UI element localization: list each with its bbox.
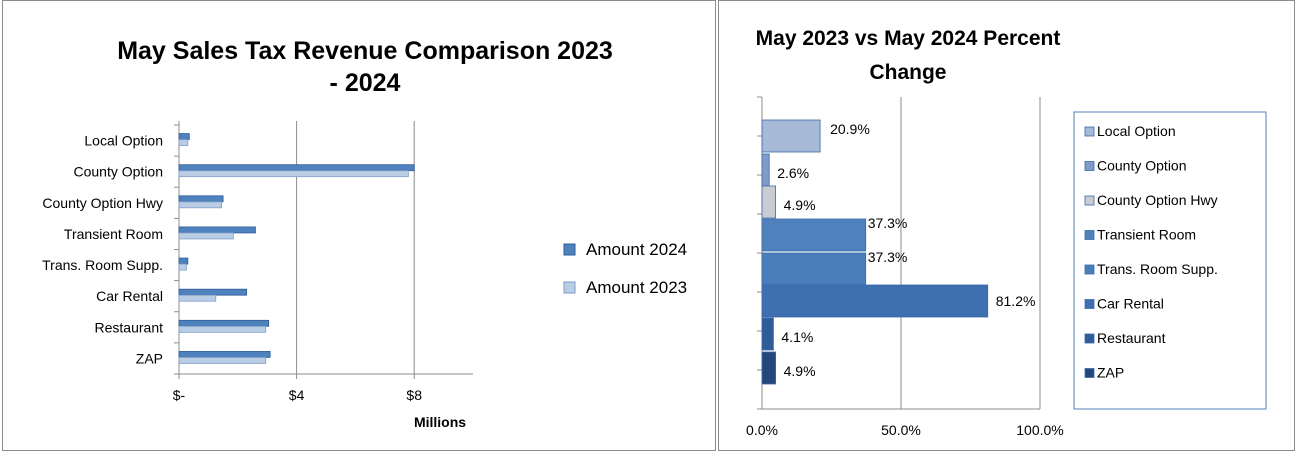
category-label: Local Option bbox=[84, 133, 163, 149]
bar-amount-2024 bbox=[178, 195, 224, 203]
legend-label: Trans. Room Supp. bbox=[1097, 261, 1218, 277]
category-label: Restaurant bbox=[95, 319, 164, 335]
category-label: Transient Room bbox=[64, 226, 163, 242]
legend-label: Local Option bbox=[1097, 123, 1176, 139]
legend-label: Car Rental bbox=[1097, 296, 1164, 312]
bar bbox=[761, 153, 770, 187]
revenue-comparison-chart-panel: May Sales Tax Revenue Comparison 2023 - … bbox=[2, 0, 716, 451]
data-label: 37.3% bbox=[868, 249, 908, 265]
bar bbox=[761, 218, 867, 252]
legend-label: ZAP bbox=[1097, 365, 1124, 381]
chart-title-line1: May Sales Tax Revenue Comparison 2023 bbox=[117, 37, 613, 65]
category-label: Car Rental bbox=[96, 288, 163, 304]
bar-amount-2023 bbox=[178, 357, 267, 364]
x-tick-label: $4 bbox=[289, 387, 305, 403]
bar-amount-2024 bbox=[178, 319, 270, 327]
legend-swatch bbox=[1084, 333, 1095, 344]
bar-amount-2023 bbox=[178, 170, 409, 178]
x-tick-label: 0.0% bbox=[746, 422, 778, 438]
legend-label: Transient Room bbox=[1097, 227, 1196, 243]
x-axis-title: Millions bbox=[414, 414, 466, 430]
bar-amount-2024 bbox=[178, 257, 189, 265]
revenue-comparison-chart: May Sales Tax Revenue Comparison 2023 - … bbox=[42, 37, 687, 430]
legend-swatch bbox=[1084, 368, 1095, 378]
category-label: County Option Hwy bbox=[42, 195, 163, 211]
bar-amount-2023 bbox=[178, 294, 217, 302]
legend-swatch bbox=[1084, 299, 1095, 309]
data-label: 4.1% bbox=[781, 329, 813, 345]
legend-swatch bbox=[563, 243, 576, 256]
bar bbox=[761, 119, 821, 153]
bar-amount-2023 bbox=[178, 139, 189, 146]
bar-amount-2023 bbox=[178, 263, 187, 271]
chart-title-line2: - 2024 bbox=[330, 69, 401, 97]
data-label: 81.2% bbox=[996, 293, 1036, 309]
data-label: 4.9% bbox=[784, 197, 816, 213]
data-label: 2.6% bbox=[777, 165, 809, 181]
legend-swatch bbox=[563, 281, 576, 294]
bar-amount-2024 bbox=[178, 164, 415, 172]
legend-swatch bbox=[1084, 264, 1095, 275]
bar-amount-2024 bbox=[178, 226, 256, 234]
bar bbox=[761, 284, 989, 318]
legend-box bbox=[1073, 111, 1267, 410]
chart-title-line2: Change bbox=[869, 61, 946, 84]
bar-amount-2023 bbox=[178, 325, 267, 333]
bar bbox=[761, 252, 867, 286]
legend-label: County Option bbox=[1097, 158, 1187, 174]
legend-swatch bbox=[1084, 126, 1095, 137]
bar-amount-2024 bbox=[178, 351, 271, 358]
bar-amount-2024 bbox=[178, 288, 248, 296]
percent-change-chart: May 2023 vs May 2024 Percent Change 20.9… bbox=[746, 27, 1267, 438]
legend-swatch bbox=[1084, 195, 1095, 206]
data-label: 4.9% bbox=[784, 363, 816, 379]
category-label: County Option bbox=[74, 164, 164, 180]
x-tick-label: 100.0% bbox=[1016, 422, 1063, 438]
legend: Local Option County Option County Option H… bbox=[1084, 123, 1218, 381]
data-label: 20.9% bbox=[830, 121, 870, 137]
category-label: ZAP bbox=[136, 350, 163, 366]
legend-label: Amount 2023 bbox=[586, 278, 687, 297]
legend-swatch bbox=[1084, 161, 1095, 171]
x-tick-label: $8 bbox=[406, 387, 422, 403]
x-tick-label: $- bbox=[173, 387, 186, 403]
bar-amount-2024 bbox=[178, 133, 190, 140]
percent-change-chart-panel: May 2023 vs May 2024 Percent Change 20.9… bbox=[718, 0, 1295, 451]
bar-amount-2023 bbox=[178, 232, 234, 240]
x-tick-label: 50.0% bbox=[881, 422, 921, 438]
legend-label: County Option Hwy bbox=[1097, 192, 1218, 208]
legend-label: Restaurant bbox=[1097, 330, 1166, 346]
chart-title-line1: May 2023 vs May 2024 Percent bbox=[756, 27, 1061, 50]
legend: Amount 2024 Amount 2023 bbox=[563, 240, 687, 297]
bar bbox=[761, 351, 777, 385]
bar bbox=[761, 185, 777, 219]
data-label: 37.3% bbox=[868, 215, 908, 231]
legend-label: Amount 2024 bbox=[586, 240, 687, 259]
bar bbox=[761, 317, 774, 351]
legend-swatch bbox=[1084, 230, 1095, 240]
bar-amount-2023 bbox=[178, 201, 223, 209]
category-label: Trans. Room Supp. bbox=[42, 257, 163, 273]
